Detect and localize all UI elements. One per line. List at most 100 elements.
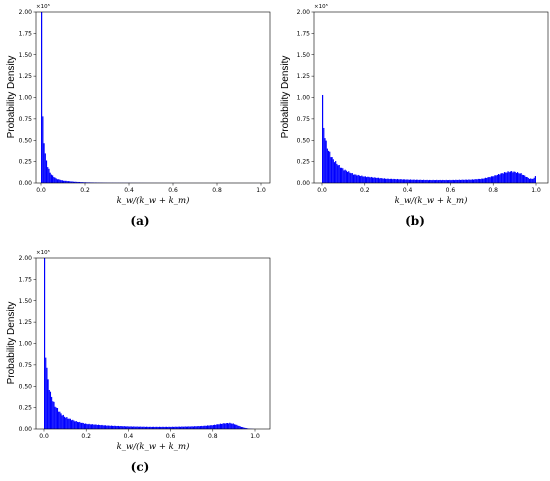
chart-c-bar <box>74 421 76 429</box>
chart-c-xtick-label: 0.8 <box>208 433 218 440</box>
chart-c-bar <box>44 258 46 429</box>
chart-a-bar <box>88 182 90 183</box>
chart-b-bar <box>387 178 389 183</box>
chart-b-bar <box>452 179 454 183</box>
chart-c-bar <box>208 425 210 429</box>
chart-b-bar <box>439 179 441 183</box>
chart-a-ytick-label: 0.00 <box>19 180 33 187</box>
chart-b-bar <box>481 178 483 183</box>
chart-c-bar <box>153 426 155 429</box>
chart-c-bar <box>85 423 87 429</box>
chart-c-bar <box>117 425 120 429</box>
chart-a-bar <box>58 179 60 183</box>
chart-b-bar <box>396 178 399 183</box>
chart-c-bar <box>239 426 241 429</box>
chart-b-bar <box>419 179 421 183</box>
chart-a-xtick-label: 0.8 <box>212 187 222 194</box>
chart-c-bar <box>126 426 128 429</box>
chart-a-xtick-label: 0.2 <box>80 187 90 194</box>
chart-c-bar <box>52 401 54 429</box>
chart-c-bar <box>45 357 47 429</box>
chart-b-bar <box>373 177 375 183</box>
chart-a-ytick-label: 1.00 <box>19 95 33 102</box>
chart-b-bar <box>487 177 489 183</box>
chart-b-bar <box>532 178 534 183</box>
chart-c-bar <box>244 427 246 429</box>
chart-b-bar <box>519 173 521 183</box>
chart-c-bar <box>93 424 95 429</box>
chart-b-bar <box>367 176 369 183</box>
chart-a-ytick-label: 0.25 <box>19 159 33 166</box>
chart-c-bar <box>178 426 180 429</box>
chart-c-bar <box>236 424 238 429</box>
chart-b-bar <box>424 180 426 183</box>
chart-b-bar <box>457 179 459 183</box>
chart-c-bar <box>197 426 199 429</box>
chart-c-bar <box>158 426 161 429</box>
chart-b-bar <box>365 177 368 183</box>
chart-c-bar <box>88 423 90 429</box>
chart-b-bar <box>356 175 358 183</box>
chart-c-bar <box>79 421 81 429</box>
chart-c-bar <box>131 426 134 429</box>
chart-c-bar <box>237 425 239 429</box>
chart-c-multiplier: ×10⁵ <box>36 249 50 256</box>
chart-c-bar <box>235 424 237 429</box>
chart-c-bar <box>53 401 55 429</box>
chart-c-ytick-label: 1.50 <box>19 298 33 305</box>
chart-c-bar <box>86 423 88 429</box>
chart-b-bar <box>375 177 377 183</box>
chart-c-bar <box>168 426 170 429</box>
chart-c-bar <box>135 426 137 429</box>
chart-b-bar <box>333 162 336 183</box>
chart-c-bar <box>109 425 111 429</box>
chart-c-xtick-label: 1.0 <box>250 433 260 440</box>
chart-c-bar <box>143 426 145 429</box>
chart-c-bar <box>196 426 198 429</box>
chart-b-bar <box>364 176 366 183</box>
chart-b-bar <box>444 180 446 183</box>
chart-b-bar <box>401 179 403 183</box>
chart-c-bar <box>80 422 82 429</box>
chart-c: Probability Density ×10⁵ 0.00 0.25 0.50 0.7… <box>6 249 271 474</box>
chart-c-bar <box>172 426 175 429</box>
chart-b-bar <box>399 179 401 183</box>
chart-c-bar <box>141 426 143 429</box>
chart-b-bar <box>358 175 361 183</box>
chart-c-bar <box>133 426 135 429</box>
chart-b-bar <box>492 176 494 183</box>
chart-b-bar <box>413 179 415 183</box>
chart-b-bar <box>409 179 412 183</box>
chart-b-ytick-label: 0.75 <box>297 116 311 123</box>
chart-b-bar <box>436 179 438 183</box>
chart-a-bar <box>66 181 68 183</box>
chart-c-bar <box>183 426 185 429</box>
chart-b-bar <box>322 94 324 183</box>
chart-b-bar <box>440 180 443 183</box>
chart-c-bar <box>137 426 139 429</box>
chart-a-ytick-label: 2.00 <box>19 9 33 16</box>
chart-c-bar <box>246 428 248 429</box>
chart-c-bar <box>62 414 64 429</box>
chart-c-xtick-label: 0.0 <box>39 433 49 440</box>
chart-c-bar <box>120 426 122 429</box>
chart-b-bar <box>442 179 444 183</box>
chart-b-bar <box>470 179 472 183</box>
chart-a-ytick-label: 1.75 <box>19 30 33 37</box>
chart-c-bars <box>44 258 255 429</box>
chart-c-bar <box>191 426 193 429</box>
chart-c-bar <box>176 426 178 429</box>
chart-c-bar <box>174 426 176 429</box>
chart-b-bar <box>434 180 437 183</box>
chart-c-bar <box>114 425 116 429</box>
chart-c-bar <box>149 426 151 429</box>
chart-b-bar <box>335 161 337 183</box>
chart-c-bar <box>104 425 107 429</box>
chart-b-bar <box>484 177 487 183</box>
chart-b-xtick-label: 0.2 <box>360 187 370 194</box>
chart-c-bar <box>140 426 142 429</box>
chart-b-bar <box>515 172 517 183</box>
chart-a-bar <box>69 181 71 183</box>
chart-c-bar <box>189 426 191 429</box>
chart-b-bar <box>337 165 339 183</box>
